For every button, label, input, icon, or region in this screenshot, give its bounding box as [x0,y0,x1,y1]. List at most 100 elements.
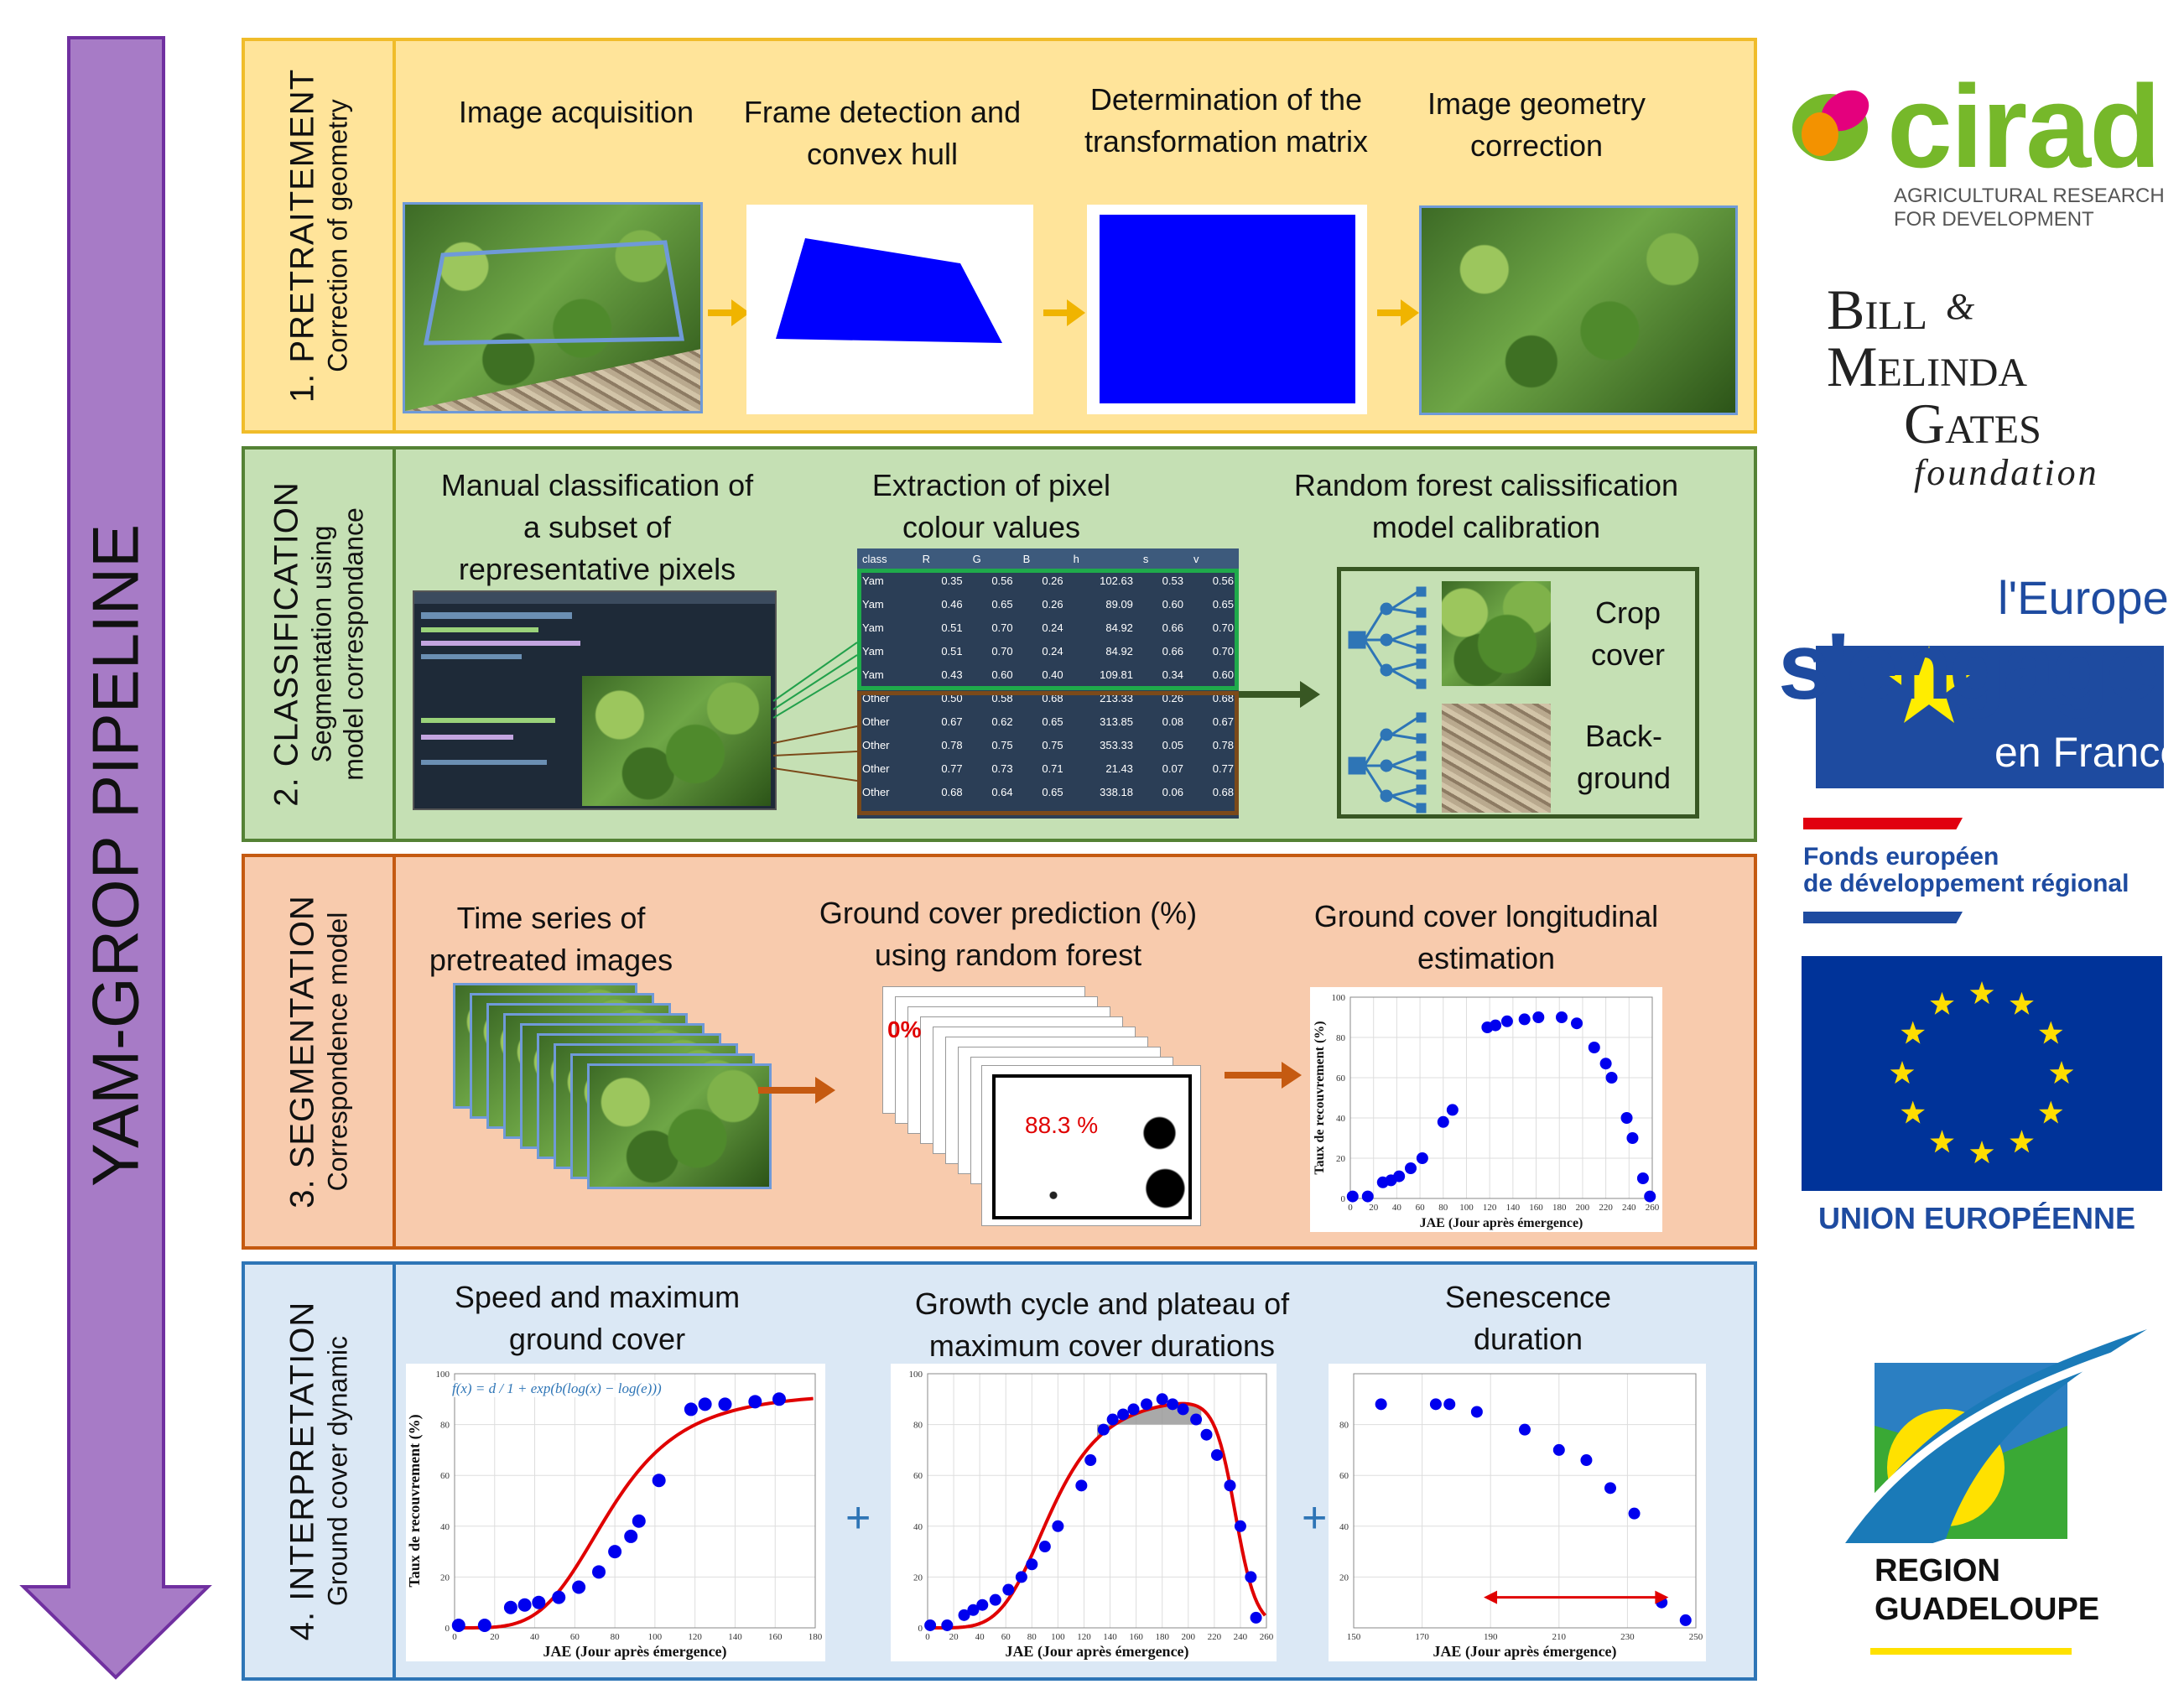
data-point [1519,1423,1531,1436]
data-point [1346,1190,1359,1203]
eu-star [1901,1100,1925,1124]
eu-star [2039,1100,2063,1124]
table-cell: 0.65 [991,597,1013,611]
data-point [1015,1571,1027,1583]
x-tick-label: 40 [975,1632,985,1642]
cirad-tagline: FOR DEVELOPMENT [1894,208,2094,231]
x-tick-label: 100 [1459,1203,1474,1213]
table-row: Yam 0.35 0.56 0.26 102.63 0.53 0.56 [857,569,1239,592]
data-point [1626,1132,1639,1144]
data-point [1552,1443,1565,1456]
data-point [698,1397,712,1411]
data-point [684,1402,698,1417]
class-label-background: Back- ground [1576,719,1672,795]
data-point [1052,1520,1064,1532]
data-point [1210,1448,1223,1461]
data-point [572,1580,586,1594]
data-point [1588,1042,1600,1053]
x-axis-label: JAE (Jour après émergence) [1005,1643,1188,1661]
table-cell: 0.56 [1212,574,1234,587]
x-tick-label: 120 [1483,1203,1497,1213]
eu-star [2049,1061,2074,1084]
data-point [1429,1398,1442,1411]
europe-sengage-logo: l'Europe s'engage en France [1778,570,2183,788]
x-tick-label: 180 [1552,1203,1567,1213]
x-tick-label: 240 [1234,1632,1248,1642]
table-cell: 0.68 [941,785,963,798]
y-tick-label: 80 [1336,1033,1346,1043]
data-point [1361,1190,1374,1203]
section-segmentation: 3. SEGMENTATION Correspondence model Tim… [242,854,1757,1250]
x-tick-label: 260 [1260,1632,1274,1642]
section-label: 3. SEGMENTATION Correspondence model [245,857,396,1246]
data-point [1500,1015,1513,1027]
x-tick-label: 160 [1529,1203,1543,1213]
feder-wordmark: Fonds européen [1803,843,1999,871]
eu-star [2039,1021,2063,1044]
data-point [1038,1541,1051,1553]
table-cell: 0.77 [941,762,963,775]
data-point [967,1604,980,1616]
x-tick-label: 180 [809,1632,823,1642]
x-tick-label: 20 [1369,1203,1379,1213]
table-cell: 0.65 [1042,715,1063,728]
step-label: Extraction of pixel colour values [871,468,1111,544]
table-header: h [1068,548,1138,569]
data-point [532,1595,546,1609]
table-cell: 0.60 [1162,597,1183,611]
growth-plateau-chart-svg: 0 20 40 60 80 100 120 140 160 180 200 220 240 260 0 20 4… [909,1370,1274,1661]
y-axis-label: Taux de recouvrement (%) [1313,1021,1327,1174]
european-union-logo: UNION EUROPÉENNE [1802,956,2162,1241]
y-tick-label: 100 [1332,993,1346,1003]
x-tick-label: 120 [1077,1632,1091,1642]
eu-star [1969,981,1994,1005]
table-cell: 0.67 [1212,715,1234,728]
x-tick-label: 250 [1689,1632,1703,1642]
data-point [958,1609,970,1621]
x-tick-label: 160 [768,1632,783,1642]
x-tick-label: 220 [1208,1632,1222,1642]
y-tick-label: 100 [909,1370,923,1380]
eu-star [1969,1141,1994,1164]
section-subtitle: Ground cover dynamic [322,1336,353,1606]
table-row: Yam 0.43 0.60 0.40 109.81 0.34 0.60 [857,663,1239,686]
table-cell: 0.24 [1042,644,1063,658]
transformation-matrix-image [1087,205,1367,414]
step-label: Ground cover prediction (%) using random… [819,896,1198,972]
duration-arrowhead [1655,1590,1669,1604]
table-cell: 0.46 [941,597,963,611]
x-tick-label: 210 [1552,1632,1567,1642]
data-point [1571,1017,1583,1030]
table-row: Yam 0.51 0.70 0.24 84.92 0.66 0.70 [857,616,1239,639]
data-point [1097,1423,1110,1436]
data-point [632,1514,646,1528]
region-emblem-icon [1834,1329,2147,1543]
table-cell: 0.53 [1162,574,1183,587]
plot-frame [1349,996,1653,1199]
data-point [477,1618,491,1632]
region-wordmark: REGION [1875,1553,2000,1588]
growth-plateau-chart: 0 20 40 60 80 100 120 140 160 180 200 220 240 260 0 20 4… [891,1364,1277,1661]
table-cell: 313.85 [1100,715,1133,728]
x-tick-label: 160 [1129,1632,1143,1642]
table-cell: 0.64 [991,785,1013,798]
table-cell: Yam [862,574,884,587]
table-cell: 0.51 [941,621,963,634]
x-tick-label: 180 [1155,1632,1169,1642]
table-cell: Other [862,762,890,775]
section-title: 4. INTERPRETATION [283,1301,321,1641]
data-point [1156,1393,1168,1406]
longitudinal-chart-svg: 0 20 40 60 80 100 120 140 160 180 200 220 240 260 0 20 4… [1313,993,1660,1230]
data-point [592,1565,606,1579]
step-label: Growth cycle and plateau of maximum cove… [914,1287,1290,1363]
x-tick-label: 190 [1484,1632,1498,1642]
ue-wordmark: UNION EUROPÉENNE [1818,1201,2136,1235]
europe-wordmark: en France [1994,729,2184,776]
table-header: class [857,548,918,569]
step-label: Image geometry correction [1427,86,1646,163]
plot-frame [1353,1373,1697,1629]
table-header: B [1017,548,1069,569]
y-tick-label: 40 [1336,1114,1346,1124]
table-row: Other 0.78 0.75 0.75 353.33 0.05 0.78 [857,733,1239,756]
convex-hull-image [746,205,1033,414]
